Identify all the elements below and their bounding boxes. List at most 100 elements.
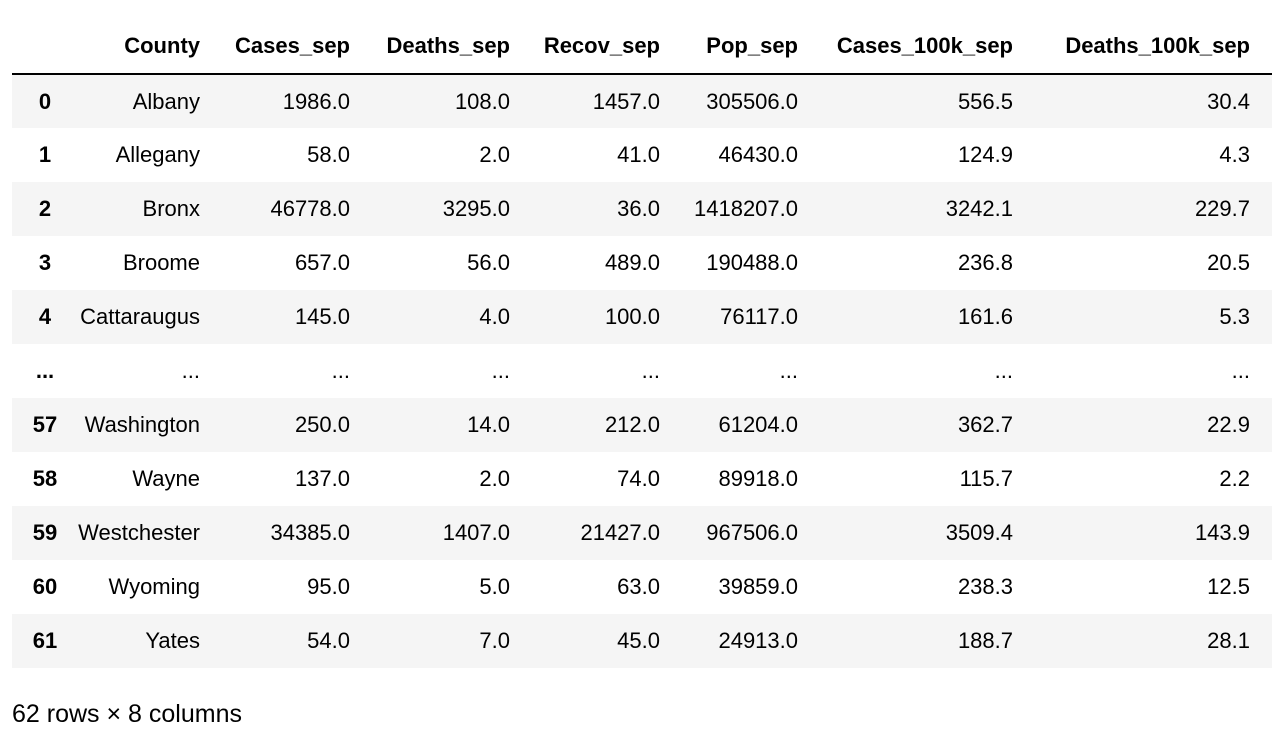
cases-100k-sep-cell: 556.5 (957, 88, 1013, 114)
table-row: 1 Allegany 58.0 2.0 41.0 46430.0 124.9 4.3 (12, 128, 1272, 182)
cases-sep-cell: ... (331, 358, 350, 383)
column-header-deaths-sep: Deaths_sep (372, 18, 532, 75)
cases-sep-cell: 250.0 (294, 412, 350, 437)
county-cell: Allegany (115, 142, 200, 167)
cases-100k-sep-cell: 188.7 (957, 628, 1013, 653)
recov-sep-cell: 212.0 (604, 412, 660, 437)
index-cell: 60 (32, 574, 58, 599)
index-cell: 2 (38, 196, 52, 221)
county-cell: Cattaraugus (80, 304, 200, 329)
recov-sep-cell: 21427.0 (580, 520, 660, 545)
index-cell: 0 (38, 88, 52, 114)
deaths-100k-sep-cell: 28.1 (1207, 628, 1250, 653)
county-cell: Wyoming (108, 574, 201, 599)
cases-sep-cell: 34385.0 (270, 520, 350, 545)
deaths-sep-cell: 2.0 (479, 142, 510, 167)
table-row: 61 Yates 54.0 7.0 45.0 24913.0 188.7 28.1 (12, 614, 1272, 668)
cases-sep-cell: 46778.0 (270, 196, 350, 221)
column-header-pop-sep: Pop_sep (682, 18, 820, 75)
county-cell: Wayne (132, 466, 200, 491)
pop-sep-cell: 61204.0 (718, 412, 798, 437)
index-cell: ... (35, 358, 55, 383)
index-cell: 1 (38, 142, 52, 167)
index-header (12, 18, 78, 75)
table-body: 0 Albany 1986.0 108.0 1457.0 305506.0 556.5 30.… (12, 74, 1272, 668)
pop-sep-cell: 190488.0 (706, 250, 798, 275)
index-cell: 58 (32, 466, 58, 491)
column-header-county: County (78, 18, 222, 75)
table-row: 2 Bronx 46778.0 3295.0 36.0 1418207.0 3242.1 22… (12, 182, 1272, 236)
table-row: 4 Cattaraugus 145.0 4.0 100.0 76117.0 161.6 5.3 (12, 290, 1272, 344)
recov-sep-cell: 100.0 (604, 304, 660, 329)
deaths-100k-sep-cell: 2.2 (1219, 466, 1250, 491)
deaths-100k-sep-cell: 4.3 (1219, 142, 1250, 167)
deaths-sep-cell: 4.0 (479, 304, 510, 329)
cases-100k-sep-cell: 238.3 (957, 574, 1013, 599)
pop-sep-cell: 1418207.0 (694, 196, 798, 221)
cases-100k-sep-cell: 3242.1 (945, 196, 1013, 221)
deaths-sep-cell: 3295.0 (442, 196, 510, 221)
index-cell: 61 (32, 628, 58, 653)
cases-sep-cell: 95.0 (307, 574, 350, 599)
deaths-100k-sep-cell: 20.5 (1207, 250, 1250, 275)
county-cell: Yates (145, 628, 200, 653)
deaths-100k-sep-cell: ... (1231, 358, 1250, 383)
recov-sep-cell: 41.0 (617, 142, 660, 167)
recov-sep-cell: 489.0 (604, 250, 660, 275)
cases-100k-sep-cell: 3509.4 (945, 520, 1013, 545)
index-cell: 59 (32, 520, 58, 545)
county-cell: Washington (84, 412, 200, 437)
dataframe-table: County Cases_sep Deaths_sep Recov_sep Po… (12, 18, 1272, 668)
index-cell: 57 (32, 412, 58, 437)
header-row: County Cases_sep Deaths_sep Recov_sep Po… (12, 18, 1272, 75)
deaths-sep-cell: 1407.0 (442, 520, 510, 545)
cases-sep-cell: 1986.0 (282, 88, 350, 114)
county-cell: Bronx (142, 196, 200, 221)
recov-sep-cell: ... (641, 358, 660, 383)
pop-sep-cell: 39859.0 (718, 574, 798, 599)
table-header: County Cases_sep Deaths_sep Recov_sep Po… (12, 18, 1272, 75)
deaths-sep-cell: 2.0 (479, 466, 510, 491)
pop-sep-cell: 76117.0 (720, 304, 798, 329)
index-cell: 4 (38, 304, 52, 329)
county-cell: Albany (132, 88, 200, 114)
county-cell: Broome (122, 250, 200, 275)
pop-sep-cell: 967506.0 (706, 520, 798, 545)
county-cell: Westchester (78, 520, 200, 545)
ellipsis-row: ........................ (12, 344, 1272, 398)
cases-100k-sep-cell: 161.6 (957, 304, 1013, 329)
dataframe-output: County Cases_sep Deaths_sep Recov_sep Po… (12, 18, 1272, 668)
deaths-sep-cell: 56.0 (467, 250, 510, 275)
recov-sep-cell: 74.0 (617, 466, 660, 491)
recov-sep-cell: 36.0 (617, 196, 660, 221)
table-row: 58 Wayne 137.0 2.0 74.0 89918.0 115.7 2.2 (12, 452, 1272, 506)
cases-sep-cell: 58.0 (307, 142, 350, 167)
deaths-100k-sep-cell: 12.5 (1207, 574, 1250, 599)
recov-sep-cell: 63.0 (617, 574, 660, 599)
cases-sep-cell: 54.0 (307, 628, 350, 653)
deaths-sep-cell: 5.0 (479, 574, 510, 599)
column-header-cases-sep: Cases_sep (222, 18, 372, 75)
cases-sep-cell: 137.0 (294, 466, 350, 491)
deaths-100k-sep-cell: 229.7 (1194, 196, 1250, 221)
deaths-100k-sep-cell: 143.9 (1194, 520, 1250, 545)
index-cell: 3 (38, 250, 52, 275)
cases-100k-sep-cell: 115.7 (959, 466, 1013, 491)
deaths-100k-sep-cell: 5.3 (1219, 304, 1250, 329)
pop-sep-cell: 46430.0 (718, 142, 798, 167)
cases-100k-sep-cell: 124.9 (957, 142, 1013, 167)
cases-sep-cell: 657.0 (294, 250, 350, 275)
deaths-sep-cell: 108.0 (454, 88, 510, 114)
dataframe-shape: 62 rows × 8 columns (12, 700, 242, 728)
table-row: 3 Broome 657.0 56.0 489.0 190488.0 236.8 20.5 (12, 236, 1272, 290)
deaths-100k-sep-cell: 22.9 (1207, 412, 1250, 437)
cases-100k-sep-cell: ... (994, 358, 1013, 383)
deaths-100k-sep-cell: 30.4 (1207, 88, 1250, 114)
column-header-cases-100k-sep: Cases_100k_sep (820, 18, 1035, 75)
column-header-deaths-100k-sep: Deaths_100k_sep (1035, 18, 1272, 75)
table-row: 60 Wyoming 95.0 5.0 63.0 39859.0 238.3 12.5 (12, 560, 1272, 614)
pop-sep-cell: ... (779, 358, 798, 383)
deaths-sep-cell: 14.0 (467, 412, 510, 437)
table-row: 59 Westchester 34385.0 1407.0 21427.0 967506.… (12, 506, 1272, 560)
cases-sep-cell: 145.0 (294, 304, 350, 329)
